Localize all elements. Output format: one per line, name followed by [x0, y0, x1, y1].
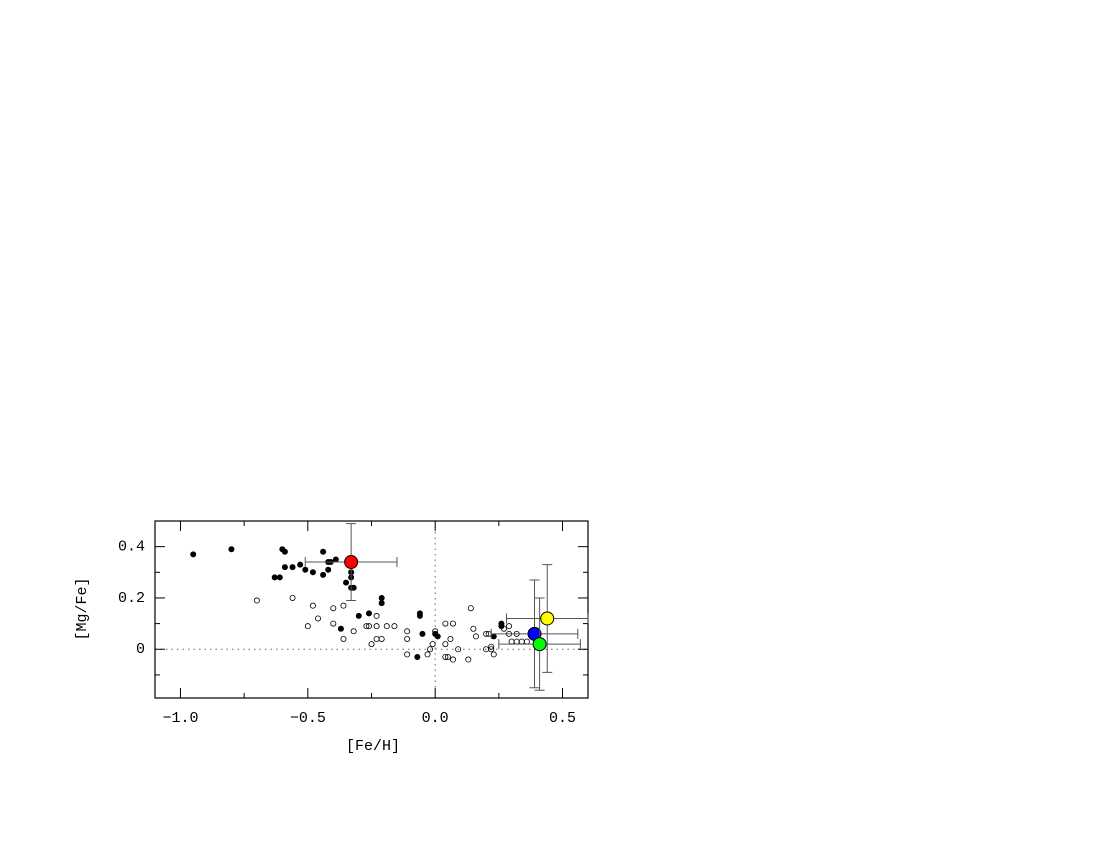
point: [483, 630, 490, 637]
point: [424, 651, 431, 658]
point: [414, 653, 421, 660]
point: [228, 546, 235, 553]
point: [368, 641, 375, 648]
point: [320, 571, 327, 578]
y-axis-label: [Mg/Fe]: [74, 577, 91, 640]
point: [429, 641, 436, 648]
point: [276, 574, 283, 581]
point: [455, 646, 462, 653]
point: [532, 637, 547, 652]
point: [434, 633, 441, 640]
point: [523, 638, 530, 645]
x-tick-label: −1.0: [162, 710, 198, 727]
point: [271, 574, 278, 581]
point: [383, 623, 390, 630]
point: [442, 641, 449, 648]
point: [297, 561, 304, 568]
point: [373, 623, 380, 630]
point: [350, 628, 357, 635]
point: [363, 623, 370, 630]
point: [391, 623, 398, 630]
point: [340, 602, 347, 609]
point: [289, 594, 296, 601]
point: [365, 623, 372, 630]
point: [404, 651, 411, 658]
point: [332, 556, 339, 563]
x-axis-label: [Fe/H]: [346, 738, 400, 755]
point: [337, 625, 344, 632]
point: [467, 605, 474, 612]
point: [289, 564, 296, 571]
x-tick-label: 0.5: [549, 710, 576, 727]
point: [404, 628, 411, 635]
point: [540, 611, 555, 626]
point: [378, 600, 385, 607]
point: [373, 612, 380, 619]
point: [416, 610, 423, 617]
point: [500, 625, 507, 632]
y-tick-label: 0: [136, 641, 145, 658]
point: [427, 646, 434, 653]
point: [442, 653, 449, 660]
point: [302, 566, 309, 573]
point: [490, 633, 497, 640]
point: [281, 548, 288, 555]
point: [253, 597, 260, 604]
point: [513, 638, 520, 645]
point: [309, 602, 316, 609]
point: [343, 579, 350, 586]
point: [330, 605, 337, 612]
point: [340, 636, 347, 643]
point: [472, 633, 479, 640]
point: [432, 628, 439, 635]
point: [281, 564, 288, 571]
point: [447, 636, 454, 643]
x-tick-label: 0.0: [422, 710, 449, 727]
point: [320, 548, 327, 555]
point: [419, 630, 426, 637]
point: [378, 594, 385, 601]
point: [450, 656, 457, 663]
point: [470, 625, 477, 632]
point: [315, 615, 322, 622]
y-tick-label: 0.2: [118, 590, 145, 607]
point: [378, 636, 385, 643]
point: [309, 569, 316, 576]
point: [518, 638, 525, 645]
point: [373, 636, 380, 643]
point: [506, 623, 513, 630]
point: [508, 638, 515, 645]
point: [325, 566, 332, 573]
point: [488, 646, 495, 653]
point: [404, 636, 411, 643]
point: [498, 623, 505, 630]
point: [465, 656, 472, 663]
point: [450, 620, 457, 627]
x-tick-label: −0.5: [290, 710, 326, 727]
point: [344, 555, 359, 570]
point: [442, 620, 449, 627]
plot-frame: [154, 520, 589, 699]
y-tick-label: 0.4: [118, 539, 145, 556]
point: [190, 551, 197, 558]
point: [444, 653, 451, 660]
point: [488, 643, 495, 650]
point: [330, 620, 337, 627]
point: [355, 612, 362, 619]
point: [365, 610, 372, 617]
point: [304, 623, 311, 630]
point: [350, 584, 357, 591]
point: [490, 651, 497, 658]
